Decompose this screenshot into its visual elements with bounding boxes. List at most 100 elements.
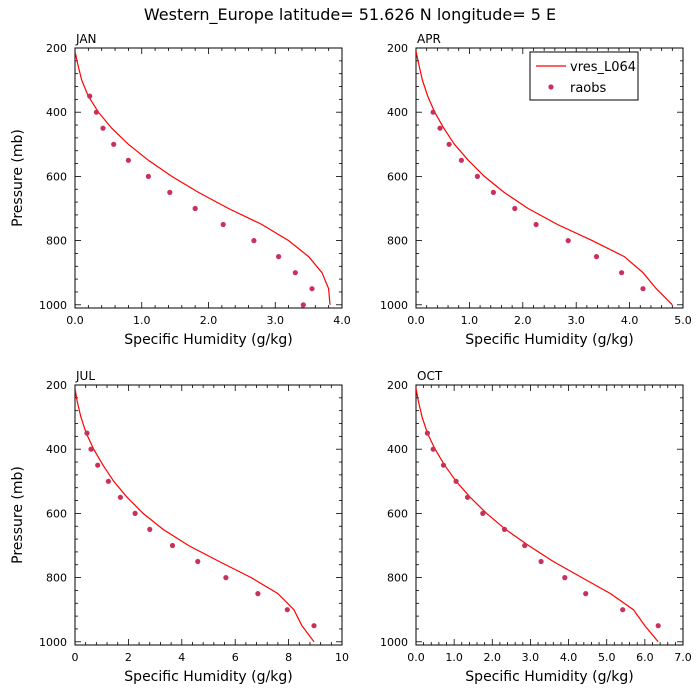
y-tick-label: 600 [46, 170, 67, 183]
plot-area [75, 388, 317, 643]
chart-panel-apr: 0.0 1.0 2.0 3.0 4.0 5.0 200 400 600 800 1000 APR Spe… [380, 32, 692, 348]
x-tick-label: 4 [178, 651, 185, 664]
chart-panel-oct: 0.0 1.0 2.0 3.0 4.0 5.0 6.0 7.0 200 400 600 800 1000… [380, 369, 692, 685]
x-tick-label: 0.0 [407, 651, 425, 664]
obs-point [105, 478, 111, 484]
y-axis-label: Pressure (mb) [10, 466, 26, 564]
obs-point [430, 446, 436, 452]
y-tick-label: 1000 [380, 636, 408, 649]
obs-point [292, 270, 298, 276]
y-tick-label: 400 [387, 106, 408, 119]
obs-point [147, 526, 153, 533]
x-tick-label: 1.0 [461, 314, 479, 327]
x-tick-label: 6 [232, 651, 239, 664]
y-tick-label: 800 [387, 572, 408, 585]
y-tick-label: 800 [387, 235, 408, 248]
y-tick-label: 600 [46, 507, 67, 520]
x-tick-label: 0.0 [407, 314, 425, 327]
legend-obs-marker [548, 84, 554, 90]
chart-panel-jul: 0 2 4 6 8 10 200 400 600 800 1000 JUL Specific Humid… [10, 369, 349, 685]
panel-label: APR [417, 32, 441, 46]
plot-frame [74, 384, 343, 646]
legend-model-label: vres_L064 [570, 60, 636, 75]
obs-point [453, 478, 459, 484]
obs-point [223, 575, 229, 581]
y-axis-label: Pressure (mb) [10, 129, 26, 227]
x-axis-label: Specific Humidity (g/kg) [465, 669, 633, 685]
obs-point [512, 205, 518, 212]
y-tick-label: 200 [387, 379, 408, 392]
obs-point [464, 494, 471, 500]
y-tick-label: 600 [387, 507, 408, 520]
x-tick-label: 4.0 [560, 651, 578, 664]
obs-point [593, 254, 600, 260]
x-tick-label: 3.0 [267, 314, 285, 327]
obs-point [145, 173, 151, 179]
x-tick-label: 8 [285, 651, 292, 664]
x-tick-label: 2.0 [200, 314, 218, 327]
obs-point [169, 542, 176, 549]
x-tick-label: 2.0 [514, 314, 532, 327]
y-tick-label: 200 [46, 379, 67, 392]
obs-point [93, 109, 99, 115]
plot-area [75, 51, 331, 308]
y-tick-label: 400 [46, 106, 67, 119]
x-tick-label: 1.0 [133, 314, 151, 327]
x-tick-label: 4.0 [621, 314, 639, 327]
obs-point [565, 238, 571, 244]
x-axis-label: Specific Humidity (g/kg) [124, 669, 292, 685]
x-tick-label: 4.0 [333, 314, 351, 327]
obs-point [220, 221, 226, 228]
obs-point [284, 607, 290, 613]
model-profile-line [75, 51, 331, 305]
x-tick-label: 0 [72, 651, 79, 664]
plot-frame [415, 47, 684, 309]
obs-point [424, 430, 430, 436]
obs-point [620, 607, 626, 613]
legend-box [529, 51, 639, 101]
obs-point [583, 591, 589, 597]
obs-point [474, 173, 480, 179]
obs-point [100, 125, 106, 131]
obs-point [309, 286, 315, 292]
obs-point [111, 141, 117, 147]
legend: vres_L064 raobs [529, 51, 639, 101]
x-tick-label: 6.0 [636, 651, 654, 664]
obs-point [480, 510, 486, 516]
obs-point [192, 205, 198, 212]
figure-title: Western_Europe latitude= 51.626 N longit… [144, 5, 556, 25]
obs-point [619, 270, 625, 276]
panel-label: OCT [417, 369, 443, 383]
obs-point [440, 462, 447, 468]
obs-point [195, 558, 201, 565]
plot-area [416, 388, 661, 643]
x-tick-label: 10 [335, 651, 349, 664]
panel-label: JUL [75, 369, 95, 383]
obs-point [88, 446, 94, 452]
x-tick-label: 0.0 [66, 314, 84, 327]
obs-point [533, 221, 539, 228]
x-tick-label: 3.0 [567, 314, 585, 327]
x-tick-label: 5.0 [598, 651, 616, 664]
obs-point [95, 462, 101, 468]
obs-point [655, 623, 661, 629]
y-tick-label: 800 [46, 572, 67, 585]
obs-point [251, 238, 257, 244]
legend-obs-label: raobs [570, 81, 607, 96]
y-tick-label: 1000 [380, 299, 408, 312]
obs-point [437, 125, 443, 131]
model-profile-line [416, 51, 673, 306]
model-profile-line [75, 388, 315, 643]
x-tick-label: 5.0 [674, 314, 692, 327]
y-tick-label: 400 [387, 443, 408, 456]
obs-point [446, 141, 452, 147]
x-tick-label: 2.0 [484, 651, 502, 664]
obs-point [167, 189, 173, 195]
obs-point [490, 189, 496, 195]
model-profile-line [416, 388, 659, 643]
obs-point [311, 623, 317, 629]
chart-panel-jan: 0.0 1.0 2.0 3.0 4.0 200 400 600 800 1000 JAN Specif… [10, 32, 351, 348]
panel-label: JAN [75, 32, 97, 46]
obs-point [255, 591, 261, 597]
